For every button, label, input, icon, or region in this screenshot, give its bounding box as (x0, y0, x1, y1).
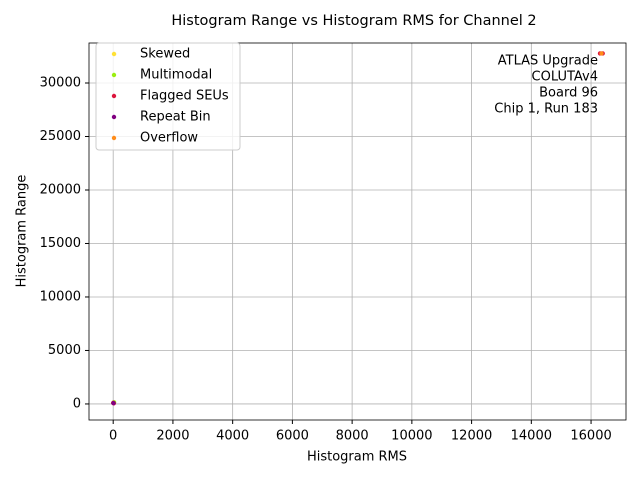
annotation-line: ATLAS Upgrade (498, 54, 598, 69)
x-tick-label: 12000 (451, 429, 492, 444)
annotation-line: Board 96 (539, 86, 598, 101)
y-tick-label: 15000 (40, 236, 81, 251)
legend-label: Repeat Bin (140, 110, 211, 125)
y-tick-label: 5000 (48, 343, 81, 358)
legend-marker (111, 114, 117, 120)
x-tick-label: 16000 (570, 429, 611, 444)
y-tick-label: 30000 (40, 76, 81, 91)
legend-label: Overflow (140, 131, 198, 146)
x-tick-label: 6000 (276, 429, 309, 444)
legend-marker (111, 135, 117, 141)
legend-label: Multimodal (140, 68, 212, 83)
legend: Skewed Multimodal Flagged SEUs Repeat Bin Ov… (95, 42, 241, 151)
point (599, 51, 604, 56)
annotation-line: Chip 1, Run 183 (494, 102, 598, 117)
y-tick-label: 25000 (40, 129, 81, 144)
legend-label: Flagged SEUs (140, 89, 229, 104)
annotation-line: COLUTAv4 (532, 70, 598, 85)
point (111, 400, 116, 406)
legend-marker (111, 93, 117, 99)
x-tick-label: 14000 (511, 429, 552, 444)
chart-title: Histogram Range vs Histogram RMS for Cha… (171, 13, 536, 29)
x-tick-label: 2000 (156, 429, 189, 444)
x-axis-label: Histogram RMS (307, 450, 407, 465)
ticks: 0 2000 4000 6000 8000 10000 12000 14000 16000 0 50… (40, 76, 612, 444)
y-tick-label: 10000 (40, 289, 81, 304)
y-tick-label: 20000 (40, 182, 81, 197)
legend-box (95, 42, 241, 151)
y-axis-label: Histogram Range (15, 175, 30, 288)
y-tick-label: 0 (73, 396, 81, 411)
legend-marker (111, 72, 117, 78)
x-tick-label: 8000 (336, 429, 369, 444)
x-tick-label: 10000 (391, 429, 432, 444)
x-tick-label: 4000 (216, 429, 249, 444)
legend-marker (111, 51, 117, 57)
legend-label: Skewed (140, 47, 190, 62)
x-tick-label: 0 (109, 429, 117, 444)
plot-frame (88, 42, 627, 421)
